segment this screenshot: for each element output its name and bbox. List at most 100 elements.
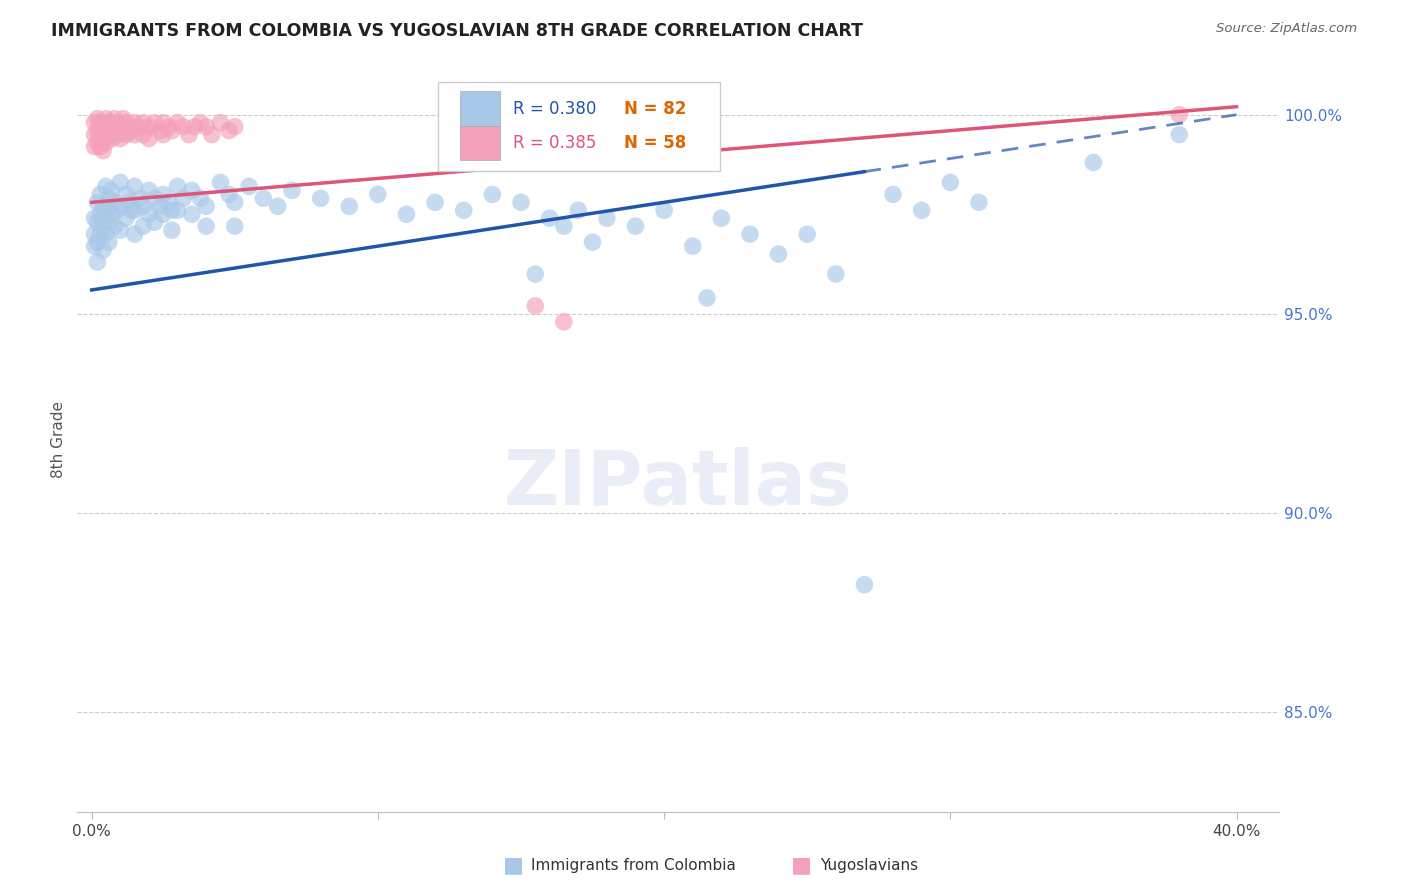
Point [89,116,111,130]
Point [224,120,246,134]
Point [195,120,218,134]
Point [166,116,188,130]
Point [453,203,475,218]
Point [152,207,174,221]
Point [172,191,194,205]
Point [86,215,108,229]
Point [91,131,114,145]
Point [83,116,105,130]
Point [89,139,111,153]
Point [132,199,155,213]
Point [172,120,194,134]
Point [94,179,117,194]
Point [124,179,146,194]
Point [124,128,146,142]
Point [423,195,446,210]
Point [157,195,180,210]
Point [89,187,111,202]
Point [1168,128,1191,142]
Point [100,131,122,145]
Point [190,116,212,130]
Point [89,227,111,242]
Point [94,136,117,150]
Point [682,239,704,253]
Point [149,123,172,137]
Text: N = 58: N = 58 [624,134,686,152]
Point [309,191,332,205]
Point [83,211,105,226]
Point [118,120,141,134]
Point [183,120,205,134]
Point [152,128,174,142]
Text: Yugoslavians: Yugoslavians [820,858,918,872]
Point [110,131,132,145]
Point [224,195,246,210]
Point [94,112,117,126]
Point [91,219,114,234]
Point [853,577,876,591]
Point [124,116,146,130]
Point [110,120,132,134]
Point [86,136,108,150]
Point [160,203,183,218]
Point [281,183,304,197]
Point [124,227,146,242]
Point [103,123,125,137]
Text: R = 0.380: R = 0.380 [513,100,596,118]
Point [132,219,155,234]
Point [110,199,132,213]
FancyBboxPatch shape [460,92,501,126]
Point [152,116,174,130]
Point [110,223,132,237]
Point [367,187,389,202]
Point [201,128,224,142]
Point [115,187,138,202]
Point [121,123,143,137]
Point [596,211,619,226]
Text: R = 0.385: R = 0.385 [513,134,596,152]
Point [796,227,818,242]
Point [567,203,589,218]
Point [696,291,718,305]
Point [115,211,138,226]
FancyBboxPatch shape [460,126,501,160]
Point [190,191,212,205]
Point [710,211,733,226]
Point [110,175,132,189]
Point [115,128,138,142]
Point [94,227,117,242]
Point [138,131,160,145]
Point [143,191,166,205]
Point [224,219,246,234]
Point [97,128,120,142]
Point [100,207,122,221]
Point [553,315,575,329]
Point [1083,155,1105,169]
Point [824,267,846,281]
Point [553,219,575,234]
Point [97,215,120,229]
Point [127,120,149,134]
Text: ■: ■ [792,855,811,875]
Point [138,207,160,221]
Point [121,203,143,218]
Point [124,203,146,218]
Text: ■: ■ [503,855,523,875]
Point [143,215,166,229]
Point [481,187,503,202]
Text: N = 82: N = 82 [624,100,686,118]
Point [939,175,962,189]
Point [152,187,174,202]
Point [118,195,141,210]
Point [180,183,202,197]
Point [143,116,166,130]
Point [252,191,274,205]
Point [83,227,105,242]
Text: ZIPatlas: ZIPatlas [505,447,852,521]
FancyBboxPatch shape [439,82,720,171]
Point [83,139,105,153]
Point [94,203,117,218]
Point [115,116,138,130]
Point [83,239,105,253]
Point [86,112,108,126]
